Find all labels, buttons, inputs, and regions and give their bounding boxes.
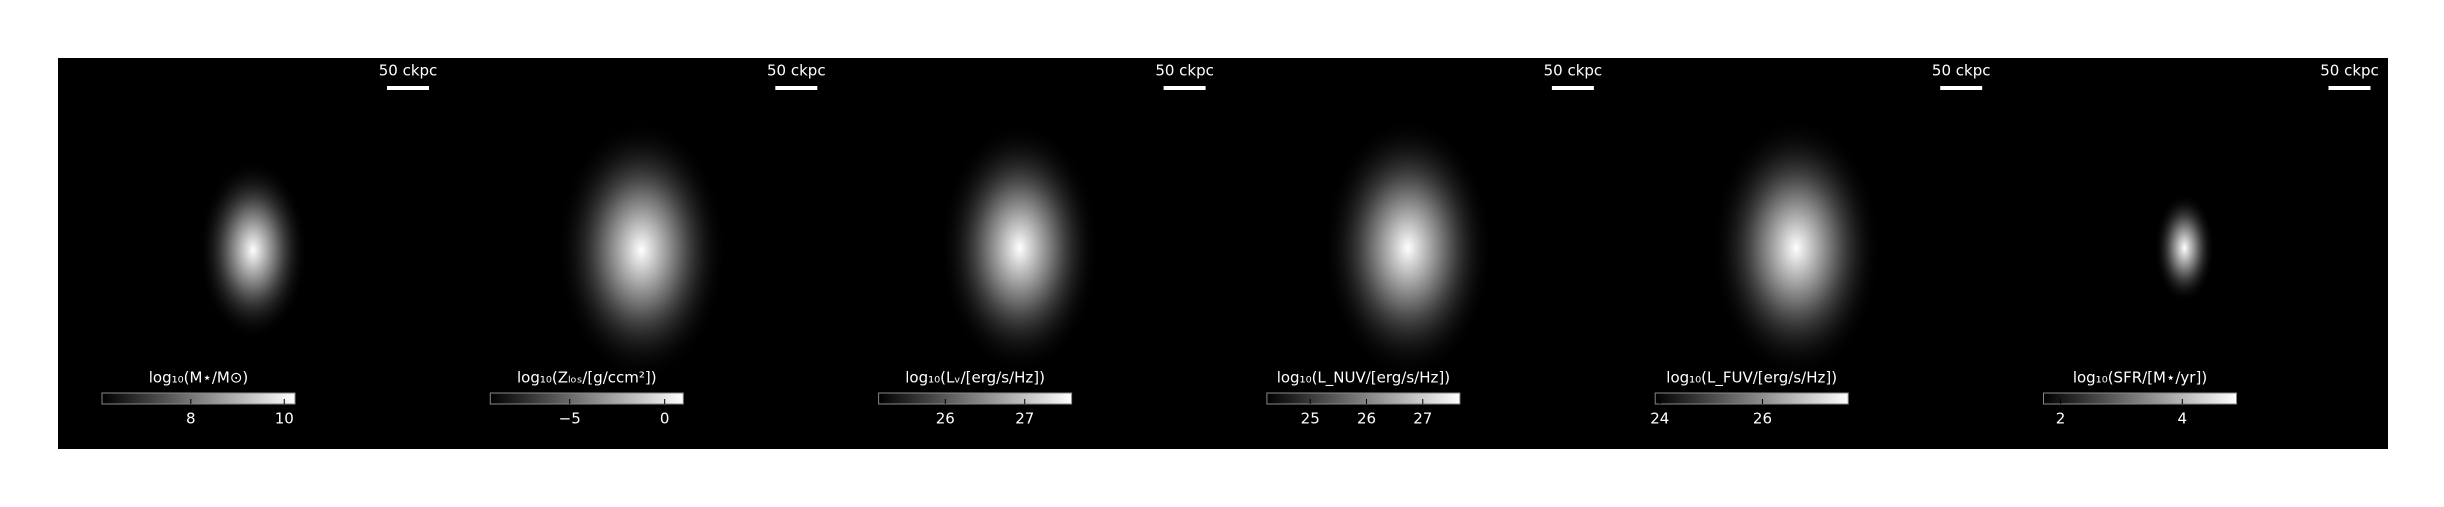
scalebar <box>1551 86 1594 90</box>
colorbar-tick-label: 2 <box>2056 410 2066 428</box>
galaxy-image <box>2154 193 2215 303</box>
colorbar-tick-label: 25 <box>1301 410 1320 428</box>
galaxy-image <box>198 160 308 340</box>
colorbar <box>878 392 1073 405</box>
scalebar <box>775 86 818 90</box>
colorbar-tick-label: 8 <box>186 410 196 428</box>
colorbar-tick-label: 10 <box>275 410 294 428</box>
scalebar-label: 50 ckpc <box>1155 62 1214 80</box>
colorbar-tick-label: 0 <box>660 410 670 428</box>
colorbar-tick-label: −5 <box>559 410 581 428</box>
galaxy-image <box>939 123 1100 373</box>
scalebar-label: 50 ckpc <box>1932 62 1991 80</box>
colorbar-label: log₁₀(Lᵥ/[erg/s/Hz]) <box>905 369 1045 387</box>
colorbar <box>2043 392 2237 405</box>
colorbar-tick-label: 26 <box>1357 410 1376 428</box>
scalebar-label: 50 ckpc <box>1544 62 1603 80</box>
scalebar-label: 50 ckpc <box>379 62 438 80</box>
colorbar-label: log₁₀(SFR/[M⋆/yr]) <box>2073 369 2207 387</box>
scalebar <box>387 86 429 90</box>
colorbar-tick-label: 26 <box>936 410 955 428</box>
image-area <box>58 58 2388 449</box>
colorbar-label: log₁₀(Zₗₒₛ/[g/ccm²]) <box>517 369 657 387</box>
galaxy-image <box>1711 118 1882 378</box>
colorbar-tick-label: 26 <box>1753 410 1772 428</box>
colorbar <box>1654 392 1849 405</box>
scalebar <box>1163 86 1206 90</box>
colorbar-label: log₁₀(L_FUV/[erg/s/Hz]) <box>1666 369 1837 388</box>
colorbar-tick-label: 24 <box>1650 410 1669 428</box>
colorbar-label: log₁₀(M⋆/M⊙) <box>149 369 249 387</box>
colorbar-tick-label: 27 <box>1413 410 1432 428</box>
colorbar <box>101 392 296 405</box>
scalebar-label: 50 ckpc <box>767 62 826 80</box>
scalebar-label: 50 ckpc <box>2320 62 2379 80</box>
galaxy-image <box>556 120 727 380</box>
colorbar-label: log₁₀(L_NUV/[erg/s/Hz]) <box>1277 369 1450 388</box>
galaxy-image <box>1322 118 1493 378</box>
colorbar-tick-label: 27 <box>1015 410 1034 428</box>
colorbar <box>1266 392 1461 405</box>
colorbar-tick-label: 4 <box>2178 410 2188 428</box>
scalebar <box>2328 86 2371 90</box>
scalebar <box>1940 86 1983 90</box>
colorbar <box>489 392 684 405</box>
